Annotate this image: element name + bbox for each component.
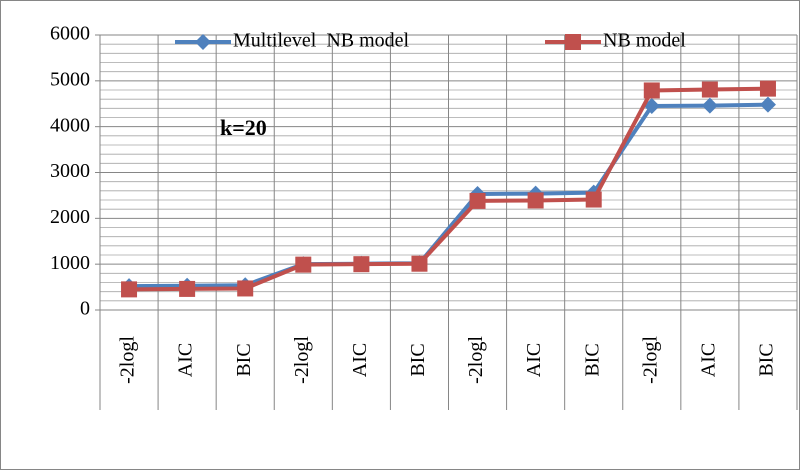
marker bbox=[643, 82, 660, 99]
marker bbox=[759, 96, 776, 113]
y-tick-label: 3000 bbox=[50, 160, 90, 182]
legend-label: NB model bbox=[603, 30, 686, 52]
y-tick-label: 2000 bbox=[50, 206, 90, 228]
y-tick-label: 1000 bbox=[50, 252, 90, 274]
series-line bbox=[129, 86, 768, 292]
x-tick-label: AIC bbox=[349, 343, 371, 377]
marker bbox=[469, 192, 486, 209]
series bbox=[121, 80, 776, 298]
x-tick-label: BIC bbox=[756, 343, 778, 376]
marker bbox=[759, 80, 776, 97]
marker bbox=[295, 256, 312, 273]
marker bbox=[565, 34, 581, 50]
x-tick-label: -2logl bbox=[465, 336, 487, 384]
marker bbox=[527, 192, 544, 209]
x-tick-label: -2logl bbox=[639, 336, 661, 384]
annotation: k=20 bbox=[220, 115, 267, 140]
marker bbox=[353, 256, 370, 273]
y-tick-label: 5000 bbox=[50, 68, 90, 90]
marker bbox=[121, 281, 138, 298]
x-tick-label: -2logl bbox=[291, 336, 313, 384]
x-tick-label: AIC bbox=[697, 343, 719, 377]
marker bbox=[411, 255, 428, 272]
y-tick-label: 6000 bbox=[50, 23, 90, 45]
marker bbox=[701, 97, 718, 114]
marker bbox=[195, 34, 211, 50]
marker bbox=[701, 81, 718, 98]
legend-label: Multilevel NB model bbox=[233, 30, 410, 52]
marker bbox=[237, 280, 254, 297]
x-tick-label: AIC bbox=[175, 343, 197, 377]
x-tick-label: BIC bbox=[407, 343, 429, 376]
y-tick-label: 0 bbox=[80, 298, 90, 320]
y-tick-label: 4000 bbox=[50, 114, 90, 136]
x-tick-label: BIC bbox=[581, 343, 603, 376]
x-tick-label: AIC bbox=[523, 343, 545, 377]
x-tick-label: -2logl bbox=[117, 336, 139, 384]
marker bbox=[179, 280, 196, 297]
series-line bbox=[129, 102, 768, 289]
x-tick-label: BIC bbox=[233, 343, 255, 376]
marker bbox=[585, 191, 602, 208]
